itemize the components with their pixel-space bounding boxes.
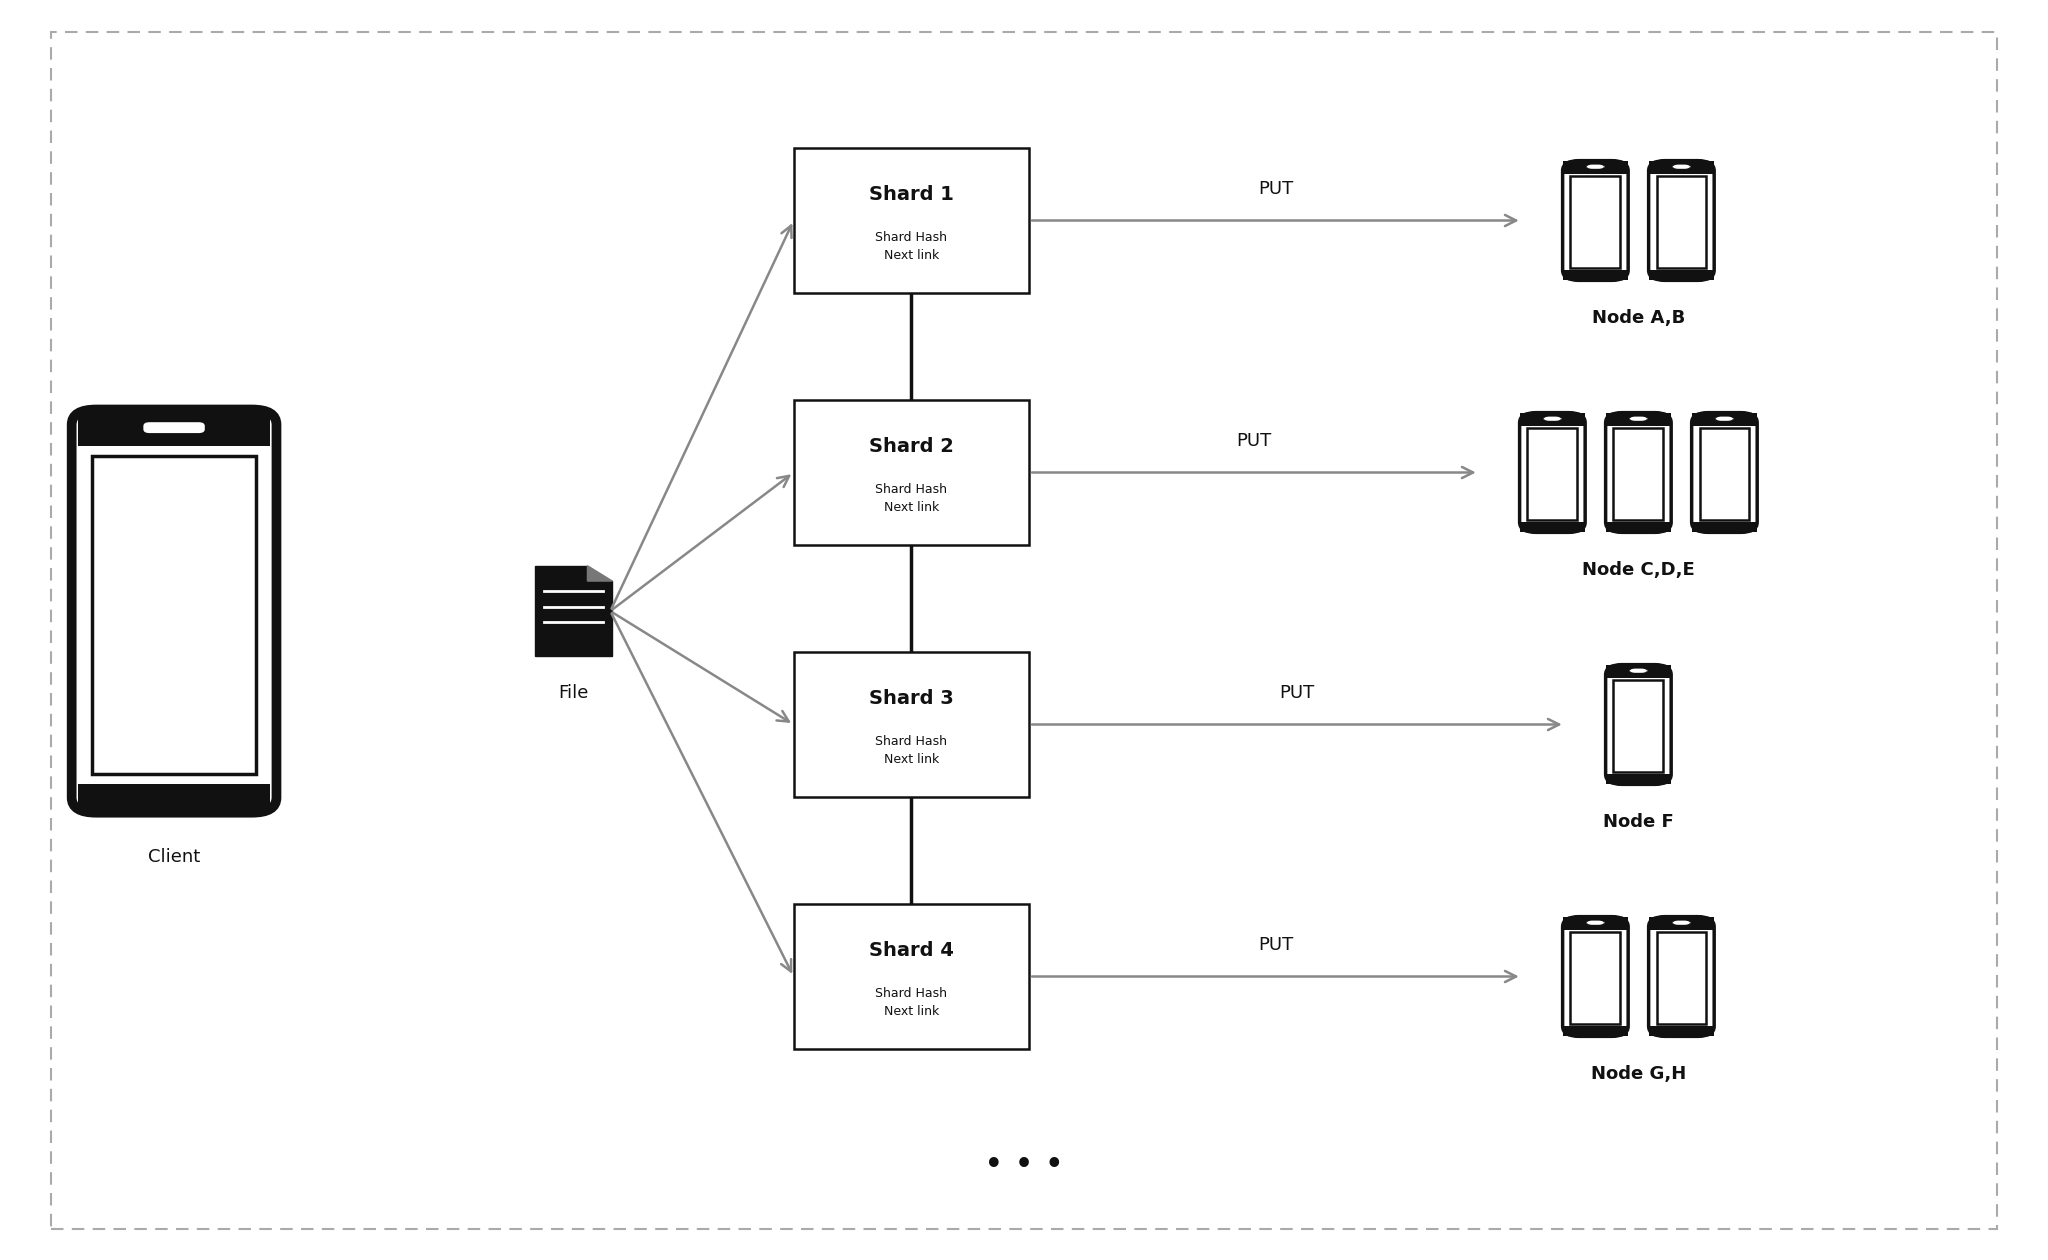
Text: • • •: • • • [983, 1149, 1065, 1182]
Text: File: File [559, 684, 588, 702]
FancyBboxPatch shape [1587, 165, 1604, 169]
FancyBboxPatch shape [1520, 413, 1585, 532]
FancyBboxPatch shape [143, 422, 205, 433]
Bar [1571, 931, 1620, 1024]
Polygon shape [588, 566, 612, 581]
FancyBboxPatch shape [1649, 917, 1714, 1036]
FancyBboxPatch shape [1606, 665, 1671, 784]
Bar [1614, 679, 1663, 772]
Text: Shard 3: Shard 3 [868, 689, 954, 708]
FancyBboxPatch shape [1649, 161, 1714, 281]
Text: Shard 2: Shard 2 [868, 437, 954, 456]
FancyBboxPatch shape [1716, 417, 1733, 421]
Text: Shard 4: Shard 4 [868, 941, 954, 960]
FancyBboxPatch shape [1563, 917, 1628, 1036]
Text: PUT: PUT [1280, 684, 1315, 702]
Text: Node G,H: Node G,H [1591, 1065, 1686, 1084]
Text: Client: Client [147, 848, 201, 866]
Bar [795, 149, 1030, 294]
Bar [1606, 522, 1671, 532]
FancyBboxPatch shape [1692, 413, 1757, 532]
FancyBboxPatch shape [1630, 669, 1647, 673]
Bar [1657, 175, 1706, 268]
Bar [795, 401, 1030, 544]
Bar [795, 653, 1030, 798]
Bar [1563, 917, 1628, 930]
Text: Shard Hash
Next link: Shard Hash Next link [874, 483, 948, 514]
Bar [1520, 522, 1585, 532]
Bar [78, 785, 270, 813]
Bar [1649, 270, 1714, 281]
Text: Node C,D,E: Node C,D,E [1581, 561, 1696, 580]
Bar [1606, 665, 1671, 678]
Bar [1520, 413, 1585, 426]
Text: Shard 1: Shard 1 [868, 185, 954, 204]
Bar [1692, 522, 1757, 532]
Bar [1657, 931, 1706, 1024]
Text: Shard Hash
Next link: Shard Hash Next link [874, 735, 948, 766]
Bar [1649, 161, 1714, 174]
Bar [1700, 427, 1749, 520]
Text: Shard Hash
Next link: Shard Hash Next link [874, 987, 948, 1018]
Text: Node A,B: Node A,B [1591, 309, 1686, 328]
FancyBboxPatch shape [1606, 413, 1671, 532]
Polygon shape [535, 566, 612, 656]
Text: PUT: PUT [1257, 180, 1292, 198]
Text: PUT: PUT [1257, 936, 1292, 954]
FancyBboxPatch shape [72, 410, 276, 813]
FancyBboxPatch shape [1544, 417, 1561, 421]
Bar [1563, 270, 1628, 281]
FancyBboxPatch shape [1630, 417, 1647, 421]
Bar [1606, 774, 1671, 784]
Bar [92, 456, 256, 775]
FancyBboxPatch shape [1587, 921, 1604, 925]
Text: Shard Hash
Next link: Shard Hash Next link [874, 231, 948, 262]
Bar [1563, 161, 1628, 174]
Bar [1528, 427, 1577, 520]
Text: PUT: PUT [1237, 432, 1272, 450]
Bar [1571, 175, 1620, 268]
Bar [78, 410, 270, 446]
Bar [1606, 413, 1671, 426]
FancyBboxPatch shape [1673, 165, 1690, 169]
FancyBboxPatch shape [1563, 161, 1628, 281]
Text: Node F: Node F [1604, 813, 1673, 832]
Bar [1692, 413, 1757, 426]
FancyBboxPatch shape [1673, 921, 1690, 925]
Bar [795, 905, 1030, 1048]
Bar [1649, 1026, 1714, 1036]
Bar [1649, 917, 1714, 930]
Bar [1614, 427, 1663, 520]
Bar [1563, 1026, 1628, 1036]
